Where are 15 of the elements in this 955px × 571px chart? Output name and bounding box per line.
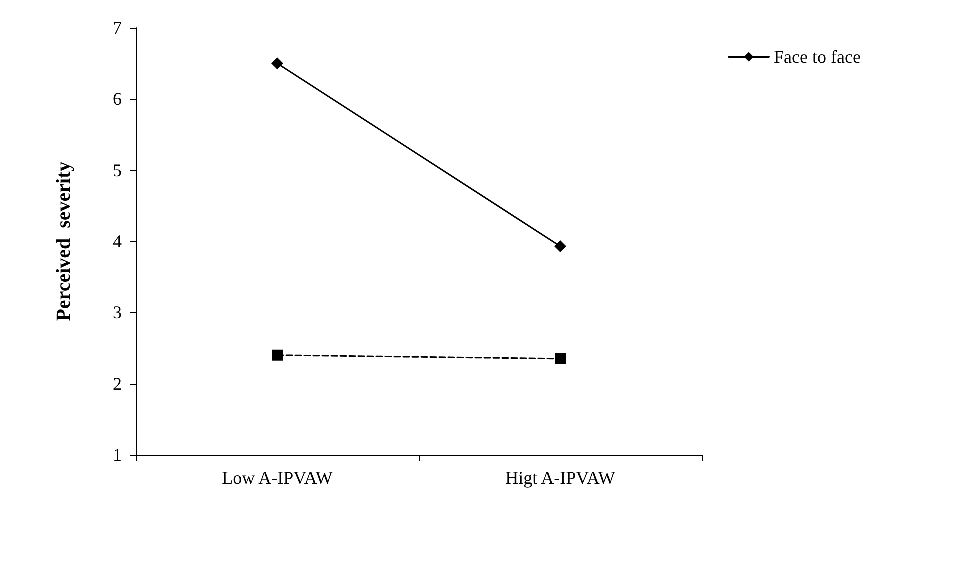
y-tick-label: 1: [113, 445, 122, 465]
legend-label: Face to face: [774, 47, 861, 67]
y-tick-label: 4: [113, 232, 122, 252]
point: [555, 353, 566, 364]
point: [554, 240, 566, 252]
y-tick-label: 2: [113, 374, 122, 394]
point: [272, 350, 283, 361]
y-tick-label: 6: [113, 89, 122, 110]
y-axis-title: Perceived severity: [53, 162, 75, 322]
x-tick-label: Higt A-IPVAW: [506, 468, 616, 488]
y-tick-label: 7: [113, 18, 122, 38]
y-tick-label: 5: [113, 160, 122, 180]
x-tick-label: Low A-IPVAW: [222, 468, 333, 488]
point: [272, 58, 284, 70]
y-tick-label: 3: [113, 302, 122, 323]
